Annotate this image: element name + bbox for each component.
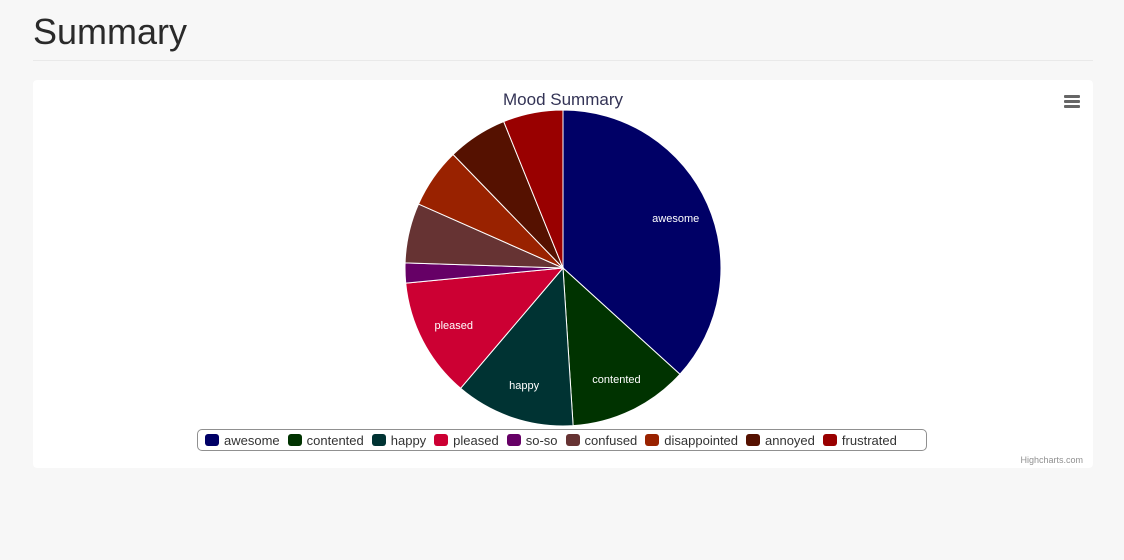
legend-item-frustrated[interactable]: frustrated <box>822 432 897 448</box>
pie-chart: Mood Summary awesome contented happy please… <box>404 90 722 427</box>
hamburger-menu-icon <box>1064 95 1080 98</box>
pie-slice-happy[interactable] <box>459 266 574 427</box>
chart-legend: awesome contented happy pleased so-so confuse… <box>197 429 927 451</box>
chart-container: Mood Summary awesome contented happy please… <box>33 80 1093 468</box>
legend-item-annoyed[interactable]: annoyed <box>746 433 815 448</box>
legend-swatch <box>205 434 219 446</box>
legend-item-confused[interactable]: confused <box>565 432 638 448</box>
legend-item-awesome[interactable]: awesome <box>205 433 280 448</box>
data-label-pleased: pleased <box>434 320 473 332</box>
legend-label: happy <box>390 432 427 448</box>
pie-data-labels: awesome contented happy pleased <box>434 213 699 392</box>
legend-label: contented <box>306 432 364 448</box>
legend-swatch <box>746 434 761 446</box>
chart-menu-button[interactable] <box>1062 93 1082 111</box>
legend-item-disappointed[interactable]: disappointed <box>645 433 738 448</box>
legend-item-so-so[interactable]: so-so <box>506 432 558 448</box>
pie-slices <box>404 109 722 427</box>
pie-slice-awesome[interactable] <box>562 109 722 375</box>
legend-swatch <box>371 434 386 446</box>
legend-label: annoyed <box>765 432 815 448</box>
legend-label: confused <box>584 432 638 448</box>
pie-slice-frustrated[interactable] <box>503 109 564 269</box>
legend-label: frustrated <box>841 432 897 448</box>
legend-label: awesome <box>224 432 280 448</box>
legend-swatch <box>287 434 302 446</box>
chart-title: Mood Summary <box>503 90 623 109</box>
title-divider <box>33 60 1093 61</box>
legend-label: so-so <box>525 432 558 448</box>
legend-swatch <box>822 434 837 446</box>
legend-swatch <box>434 434 449 446</box>
data-label-awesome: awesome <box>652 213 699 225</box>
data-label-contented: contented <box>592 374 640 386</box>
credits-link[interactable]: Highcharts.com <box>1020 455 1083 465</box>
legend-swatch <box>645 434 660 446</box>
data-label-happy: happy <box>509 380 539 392</box>
pie-slice-contented[interactable] <box>562 266 681 427</box>
legend-item-contented[interactable]: contented <box>287 432 364 448</box>
legend-item-pleased[interactable]: pleased <box>434 433 499 448</box>
legend-label: pleased <box>453 432 499 448</box>
pie-slice-pleased[interactable] <box>405 267 565 390</box>
legend-swatch <box>565 434 580 446</box>
legend-item-happy[interactable]: happy <box>371 432 427 448</box>
legend-swatch <box>506 434 521 446</box>
page-title: Summary <box>33 11 188 52</box>
legend-label: disappointed <box>664 432 739 448</box>
